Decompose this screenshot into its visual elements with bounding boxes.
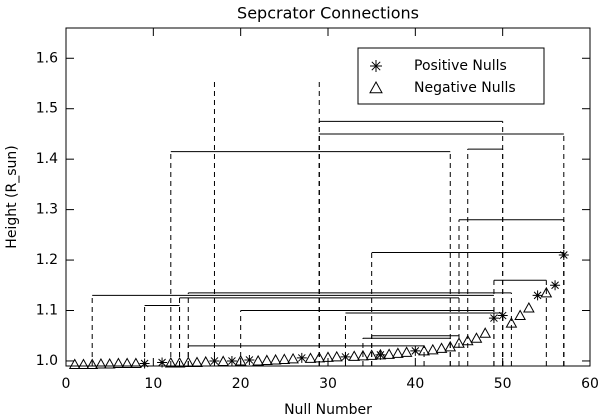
point — [375, 349, 386, 360]
x-tick-label: 0 — [62, 376, 71, 392]
point — [304, 352, 317, 363]
point — [234, 354, 247, 366]
point — [313, 351, 326, 363]
x-tick-label: 60 — [581, 376, 599, 392]
point — [95, 357, 107, 369]
point — [365, 349, 378, 360]
point — [287, 352, 299, 364]
y-tick-label: 1.0 — [36, 353, 58, 369]
x-axis-label: Null Number — [284, 402, 372, 418]
x-tick-label: 40 — [406, 376, 424, 392]
point — [383, 348, 395, 359]
point — [296, 352, 307, 363]
point — [261, 354, 273, 365]
point — [400, 346, 413, 357]
legend-label: Negative Nulls — [414, 80, 516, 96]
point — [278, 353, 291, 364]
point — [191, 356, 203, 367]
y-tick-label: 1.5 — [36, 101, 58, 117]
legend-marker — [370, 60, 382, 72]
point — [217, 355, 230, 366]
point — [182, 356, 195, 367]
legend-label: Positive Nulls — [414, 58, 507, 74]
point — [374, 348, 387, 360]
point — [514, 309, 526, 321]
y-tick-label: 1.6 — [36, 50, 58, 66]
point — [435, 342, 448, 353]
point — [164, 356, 177, 368]
point — [226, 355, 237, 366]
x-tick-label: 20 — [232, 376, 250, 392]
y-tick-label: 1.3 — [36, 202, 58, 218]
point — [444, 340, 457, 352]
point — [461, 334, 474, 346]
x-tick-label: 30 — [319, 376, 337, 392]
point — [322, 351, 334, 362]
point — [392, 347, 404, 358]
point — [488, 313, 499, 324]
point — [426, 343, 439, 355]
point — [121, 357, 133, 368]
point — [139, 358, 150, 369]
point — [479, 327, 492, 338]
chart-title: Sepcrator Connections — [237, 4, 419, 23]
y-axis-label: Height (R_sun) — [4, 145, 20, 248]
point — [157, 357, 168, 368]
point — [558, 250, 569, 261]
point — [505, 317, 518, 328]
point — [497, 310, 508, 321]
point — [340, 351, 351, 362]
point — [103, 357, 116, 369]
point — [540, 286, 553, 298]
legend-box — [357, 47, 545, 105]
point — [77, 358, 90, 369]
x-tick-label: 50 — [494, 376, 512, 392]
y-tick-label: 1.4 — [36, 151, 58, 167]
x-tick-label: 10 — [144, 376, 162, 392]
point — [348, 350, 361, 361]
point — [209, 355, 220, 366]
point — [173, 356, 186, 368]
point — [199, 355, 212, 367]
point — [418, 344, 430, 356]
point — [550, 280, 561, 291]
point — [410, 345, 421, 356]
point — [130, 357, 142, 368]
point — [86, 358, 99, 369]
point — [68, 358, 81, 369]
legend-marker — [369, 80, 383, 94]
y-tick-label: 1.1 — [36, 303, 58, 319]
point — [244, 354, 255, 365]
point — [357, 349, 369, 361]
point — [523, 301, 535, 313]
point — [330, 350, 343, 362]
point — [532, 290, 543, 301]
point — [269, 353, 282, 365]
point — [112, 357, 125, 368]
point — [453, 337, 465, 348]
y-tick-label: 1.2 — [36, 252, 58, 268]
point — [470, 332, 483, 343]
point — [252, 354, 264, 366]
